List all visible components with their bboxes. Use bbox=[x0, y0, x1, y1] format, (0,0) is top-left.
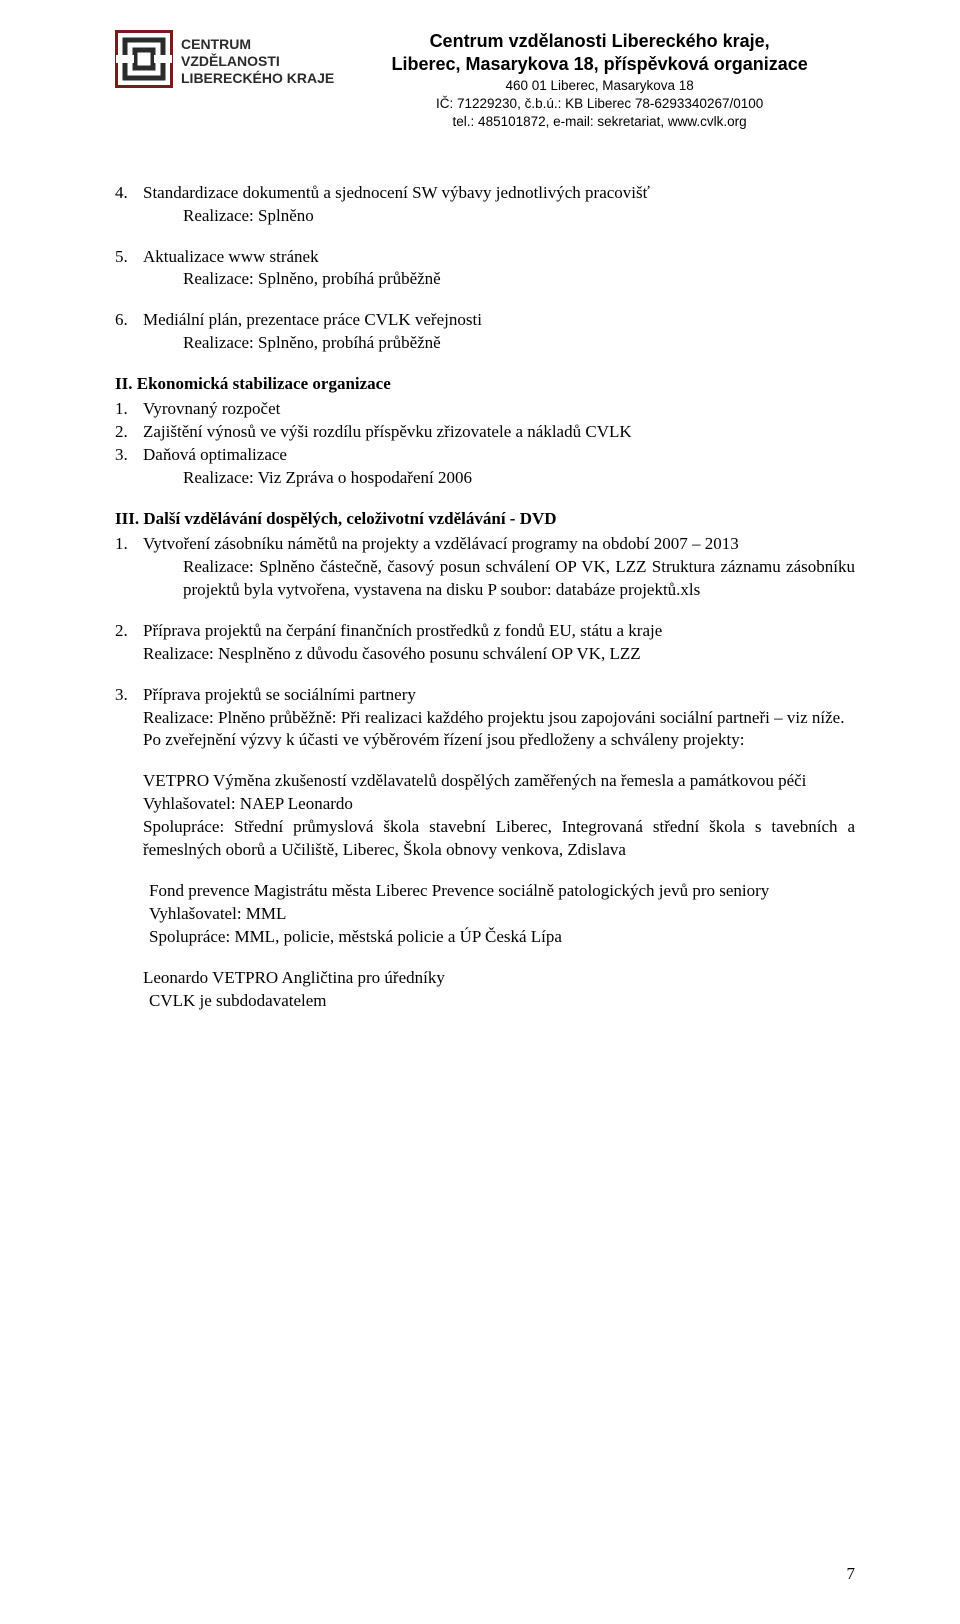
iii-1-number: 1. bbox=[115, 533, 143, 556]
item-4-title: Standardizace dokumentů a sjednocení SW … bbox=[143, 182, 855, 205]
section-ii-title: II. Ekonomická stabilizace organizace bbox=[115, 373, 855, 396]
logo-icon bbox=[115, 30, 173, 88]
org-details-1: IČ: 71229230, č.b.ú.: KB Liberec 78-6293… bbox=[344, 95, 855, 113]
logo-text-3: LIBERECKÉHO KRAJE bbox=[181, 70, 334, 87]
ii-2-number: 2. bbox=[115, 421, 143, 444]
org-title-1: Centrum vzdělanosti Libereckého kraje, bbox=[344, 30, 855, 53]
logo-text-1: CENTRUM bbox=[181, 36, 334, 53]
ii-1-text: Vyrovnaný rozpočet bbox=[143, 398, 855, 421]
project-1-coop: Spolupráce: Střední průmyslová škola sta… bbox=[143, 816, 855, 862]
header-center: Centrum vzdělanosti Libereckého kraje, L… bbox=[344, 30, 855, 132]
section-iii-title: III. Další vzdělávání dospělých, celoživ… bbox=[115, 508, 855, 531]
iii-3-number: 3. bbox=[115, 684, 143, 707]
org-address: 460 01 Liberec, Masarykova 18 bbox=[344, 77, 855, 95]
ii-realization: Realizace: Viz Zpráva o hospodaření 2006 bbox=[183, 467, 855, 490]
org-details-2: tel.: 485101872, e-mail: sekretariat, ww… bbox=[344, 113, 855, 131]
iii-1-text: Vytvoření zásobníku námětů na projekty a… bbox=[143, 533, 855, 556]
document-body: 4. Standardizace dokumentů a sjednocení … bbox=[115, 182, 855, 1013]
iii-3-realization-1: Realizace: Plněno průběžně: Při realizac… bbox=[143, 707, 855, 730]
org-title-2: Liberec, Masarykova 18, příspěvková orga… bbox=[344, 53, 855, 76]
ii-1-number: 1. bbox=[115, 398, 143, 421]
logo-text-2: VZDĚLANOSTI bbox=[181, 53, 334, 70]
project-3-title: Leonardo VETPRO Angličtina pro úředníky bbox=[143, 967, 855, 990]
document-header: CENTRUM VZDĚLANOSTI LIBERECKÉHO KRAJE Ce… bbox=[115, 30, 855, 132]
item-5-realization: Realizace: Splněno, probíhá průběžně bbox=[183, 268, 855, 291]
item-4-number: 4. bbox=[115, 182, 143, 205]
project-1-announcer: Vyhlašovatel: NAEP Leonardo bbox=[143, 793, 855, 816]
project-2-coop: Spolupráce: MML, policie, městská polici… bbox=[149, 926, 855, 949]
project-3-sub: CVLK je subdodavatelem bbox=[149, 990, 855, 1013]
iii-3-text: Příprava projektů se sociálními partnery bbox=[143, 684, 855, 707]
ii-2-text: Zajištění výnosů ve výši rozdílu příspěv… bbox=[143, 421, 855, 444]
iii-2-realization: Realizace: Nesplněno z důvodu časového p… bbox=[143, 643, 855, 666]
page-number: 7 bbox=[847, 1563, 856, 1586]
project-2-title: Fond prevence Magistrátu města Liberec P… bbox=[149, 880, 855, 903]
item-6-realization: Realizace: Splněno, probíhá průběžně bbox=[183, 332, 855, 355]
item-6-title: Mediální plán, prezentace práce CVLK veř… bbox=[143, 309, 855, 332]
ii-3-number: 3. bbox=[115, 444, 143, 467]
iii-2-text: Příprava projektů na čerpání finančních … bbox=[143, 620, 855, 643]
iii-3-realization-2: Po zveřejnění výzvy k účasti ve výběrové… bbox=[143, 729, 855, 752]
ii-3-text: Daňová optimalizace bbox=[143, 444, 855, 467]
project-2-announcer: Vyhlašovatel: MML bbox=[149, 903, 855, 926]
item-4-realization: Realizace: Splněno bbox=[183, 205, 855, 228]
project-1-title: VETPRO Výměna zkušeností vzdělavatelů do… bbox=[143, 770, 855, 793]
item-5-title: Aktualizace www stránek bbox=[143, 246, 855, 269]
item-5-number: 5. bbox=[115, 246, 143, 269]
logo-block: CENTRUM VZDĚLANOSTI LIBERECKÉHO KRAJE bbox=[115, 30, 344, 132]
item-6-number: 6. bbox=[115, 309, 143, 332]
iii-2-number: 2. bbox=[115, 620, 143, 643]
iii-1-realization: Realizace: Splněno částečně, časový posu… bbox=[183, 556, 855, 602]
